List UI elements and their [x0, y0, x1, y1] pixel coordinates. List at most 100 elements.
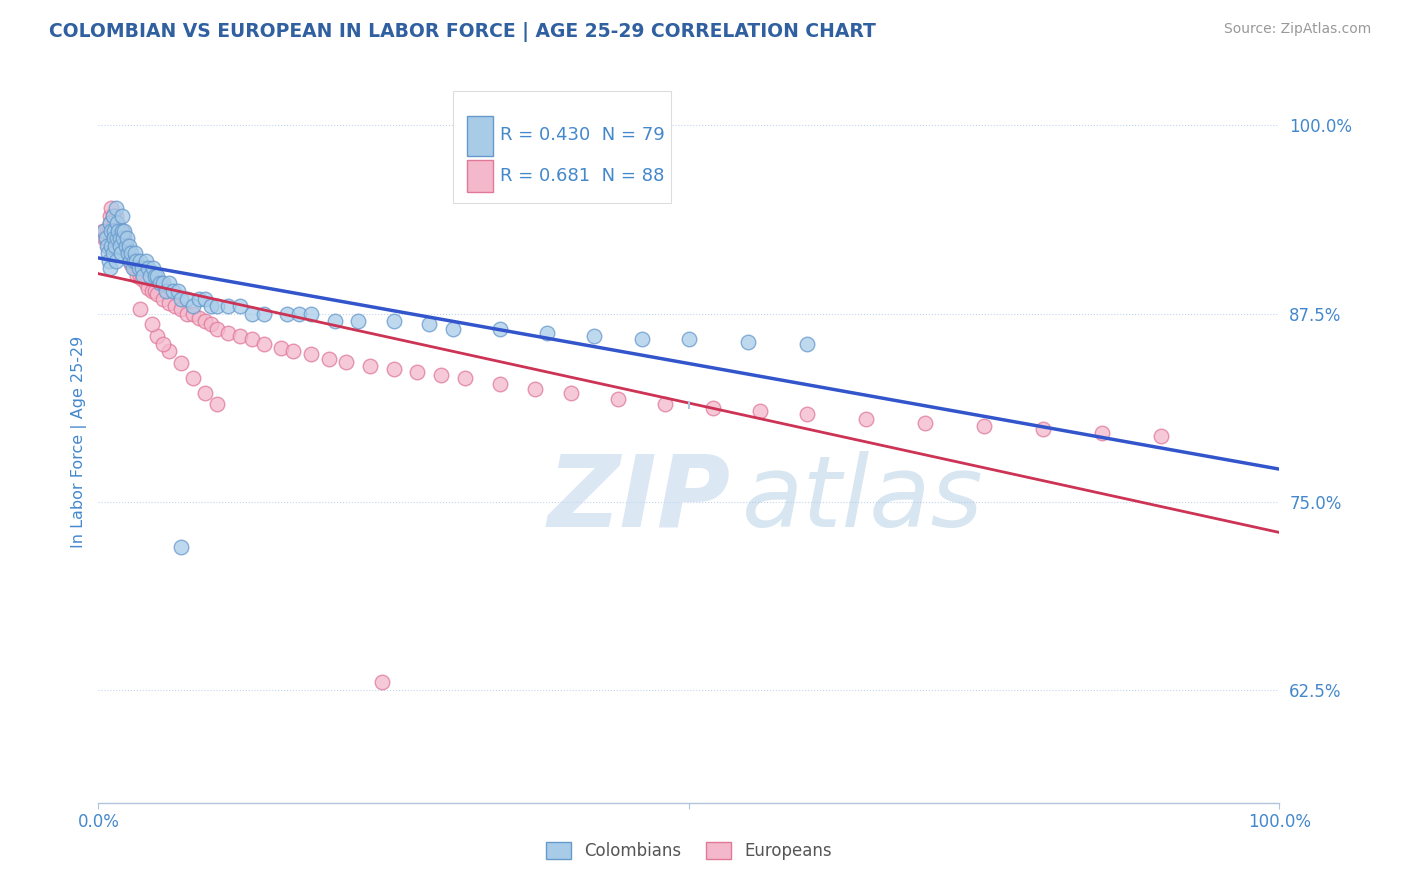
Point [283, 344, 305, 359]
Point [194, 292, 217, 306]
Point [98, 209, 121, 223]
Point [157, 344, 180, 359]
Point [143, 268, 166, 283]
Point [170, 302, 193, 317]
Point [128, 254, 150, 268]
Point [318, 351, 340, 366]
Point [105, 227, 128, 241]
Point [125, 254, 148, 268]
Point [131, 261, 153, 276]
Point [98, 254, 121, 268]
Point [131, 272, 153, 286]
Point [128, 261, 150, 276]
Point [702, 401, 724, 416]
Point [1150, 428, 1173, 442]
Point [103, 224, 125, 238]
Point [111, 224, 134, 238]
Point [288, 307, 311, 321]
Point [100, 224, 122, 238]
Point [105, 254, 128, 268]
Point [162, 284, 184, 298]
Point [93, 231, 115, 245]
Y-axis label: In Labor Force | Age 25-29: In Labor Force | Age 25-29 [72, 335, 87, 548]
Point [796, 336, 818, 351]
Point [121, 261, 143, 276]
Point [152, 336, 174, 351]
Point [98, 261, 121, 276]
Point [166, 284, 188, 298]
Point [104, 239, 127, 253]
Point [142, 261, 165, 276]
Point [654, 397, 676, 411]
Point [489, 377, 512, 392]
Point [114, 239, 136, 253]
Point [96, 239, 118, 253]
Point [105, 201, 128, 215]
Point [98, 216, 121, 230]
Point [117, 246, 139, 260]
Point [110, 246, 132, 260]
Point [240, 307, 263, 321]
Point [121, 257, 143, 271]
Point [489, 321, 512, 335]
Point [128, 302, 150, 317]
Point [270, 341, 292, 355]
Point [630, 332, 652, 346]
Point [418, 317, 440, 331]
Point [104, 231, 127, 245]
Point [118, 251, 141, 265]
Point [796, 408, 818, 422]
Point [453, 371, 475, 385]
Point [98, 224, 121, 238]
Point [105, 231, 128, 245]
Point [382, 314, 405, 328]
Point [111, 239, 134, 253]
Point [105, 216, 128, 230]
Point [141, 284, 163, 298]
Point [115, 231, 138, 245]
Point [136, 261, 159, 276]
Point [155, 284, 177, 298]
Point [117, 246, 139, 260]
Point [146, 268, 169, 283]
Point [157, 296, 180, 310]
Point [124, 246, 146, 260]
Point [152, 277, 174, 291]
Point [122, 261, 145, 276]
Text: COLOMBIAN VS EUROPEAN IN LABOR FORCE | AGE 25-29 CORRELATION CHART: COLOMBIAN VS EUROPEAN IN LABOR FORCE | A… [49, 22, 876, 42]
Point [139, 268, 162, 283]
Point [253, 307, 276, 321]
Point [299, 347, 322, 361]
Point [607, 392, 630, 407]
Point [111, 209, 134, 223]
Point [110, 231, 132, 245]
Point [101, 224, 124, 238]
Point [194, 314, 217, 328]
Point [1032, 423, 1054, 437]
Text: ZIP: ZIP [547, 450, 730, 548]
Point [170, 292, 193, 306]
Point [560, 386, 582, 401]
Point [205, 299, 228, 313]
Legend: Colombians, Europeans: Colombians, Europeans [538, 835, 839, 867]
Point [914, 417, 936, 431]
Point [112, 224, 135, 238]
Point [120, 254, 142, 268]
FancyBboxPatch shape [453, 91, 671, 203]
Point [132, 268, 155, 283]
Point [181, 307, 204, 321]
Point [430, 368, 453, 383]
Bar [467, 160, 494, 193]
Point [229, 299, 252, 313]
Point [382, 362, 405, 376]
Point [181, 371, 204, 385]
Point [157, 277, 180, 291]
Point [112, 231, 135, 245]
Text: atlas: atlas [742, 450, 984, 548]
Point [93, 224, 115, 238]
Point [200, 299, 222, 313]
Point [141, 317, 163, 331]
Point [217, 326, 239, 341]
Point [146, 287, 169, 301]
Point [101, 209, 124, 223]
